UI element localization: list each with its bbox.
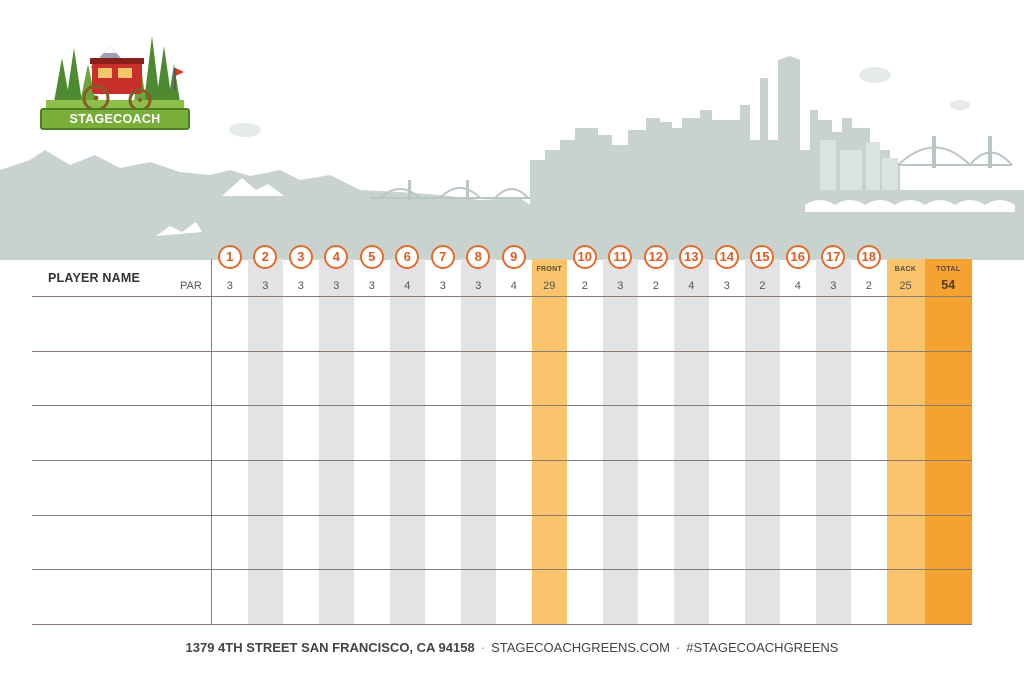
row-divider (32, 569, 972, 570)
footer-separator: · (480, 640, 486, 655)
hole-par: 4 (510, 280, 517, 292)
hole-par: 2 (759, 280, 766, 292)
hole-number: 14 (714, 245, 739, 269)
front-total-column (531, 259, 567, 624)
player-name-cell[interactable] (32, 569, 211, 623)
score-table: 1 3 2 3 3 3 4 3 5 3 6 4 7 3 8 3 9 4 FRONT 29 10 2 11 3 12 2 13 4 14 3… (32, 245, 972, 625)
player-name-cell[interactable] (32, 460, 211, 514)
par-row-label: PAR (180, 280, 202, 292)
hole-number: 13 (679, 245, 704, 269)
total-par: 54 (941, 278, 956, 292)
row-divider (32, 460, 972, 461)
player-name-cell[interactable] (32, 351, 211, 405)
hole-number: 17 (821, 245, 846, 269)
hole-par: 2 (865, 280, 872, 292)
hole-number: 2 (253, 245, 278, 269)
hole-number: 4 (324, 245, 349, 269)
footer: 1379 4TH STREET SAN FRANCISCO, CA 94158 ·… (0, 640, 1024, 655)
hole-column-shade (389, 259, 425, 624)
player-name-cell[interactable] (32, 296, 211, 350)
hole-number: 7 (430, 245, 455, 269)
grand-total-column (924, 259, 972, 624)
hole-column-shade (673, 259, 709, 624)
hole-par: 3 (723, 280, 730, 292)
hole-number: 3 (288, 245, 313, 269)
back-total-column (886, 259, 925, 624)
hole-number: 6 (395, 245, 420, 269)
stagecoach-greens-logo: STAGECOACH GREENS (40, 28, 190, 144)
hole-number: 11 (608, 245, 633, 269)
logo-banner-text: STAGECOACH GREENS (40, 108, 190, 144)
hole-number: 1 (217, 245, 242, 269)
row-divider (32, 515, 972, 516)
hole-number: 5 (359, 245, 384, 269)
hole-par: 4 (404, 280, 411, 292)
hole-par: 3 (830, 280, 837, 292)
hole-par: 4 (794, 280, 801, 292)
row-divider (32, 351, 972, 352)
hole-par: 3 (226, 280, 233, 292)
front-par: 29 (543, 280, 556, 292)
name-column-divider (211, 259, 212, 624)
hole-column-shade (744, 259, 780, 624)
back-label: BACK (894, 266, 917, 273)
hole-number: 8 (466, 245, 491, 269)
player-name-cell[interactable] (32, 515, 211, 569)
total-label: TOTAL (936, 266, 961, 273)
hole-column-shade (460, 259, 496, 624)
hole-column-shade (815, 259, 851, 624)
row-divider (32, 296, 972, 297)
hole-number: 15 (750, 245, 775, 269)
hole-par: 3 (262, 280, 269, 292)
hole-par: 2 (581, 280, 588, 292)
player-name-cell[interactable] (32, 405, 211, 459)
back-par: 25 (899, 280, 912, 292)
hole-number: 16 (785, 245, 810, 269)
footer-separator: · (675, 640, 681, 655)
footer-address: 1379 4TH STREET SAN FRANCISCO, CA 94158 (185, 640, 475, 655)
hole-column-shade (247, 259, 283, 624)
hole-par: 2 (652, 280, 659, 292)
row-divider (32, 405, 972, 406)
hole-par: 3 (297, 280, 304, 292)
hole-par: 4 (688, 280, 695, 292)
hole-par: 3 (439, 280, 446, 292)
hole-column-shade (318, 259, 354, 624)
hole-number: 9 (501, 245, 526, 269)
hole-par: 3 (617, 280, 624, 292)
row-divider (32, 624, 972, 625)
hole-par: 3 (333, 280, 340, 292)
front-label: FRONT (536, 266, 563, 273)
stagecoach-logo-icon (46, 36, 184, 112)
hole-number: 12 (643, 245, 668, 269)
player-name-header: PLAYER NAME (48, 271, 141, 285)
hole-number: 18 (856, 245, 881, 269)
hole-column-shade (602, 259, 638, 624)
hole-par: 3 (475, 280, 482, 292)
footer-website: STAGECOACHGREENS.COM (491, 640, 670, 655)
footer-hashtag: #STAGECOACHGREENS (686, 640, 839, 655)
hole-par: 3 (368, 280, 375, 292)
hole-number: 10 (572, 245, 597, 269)
